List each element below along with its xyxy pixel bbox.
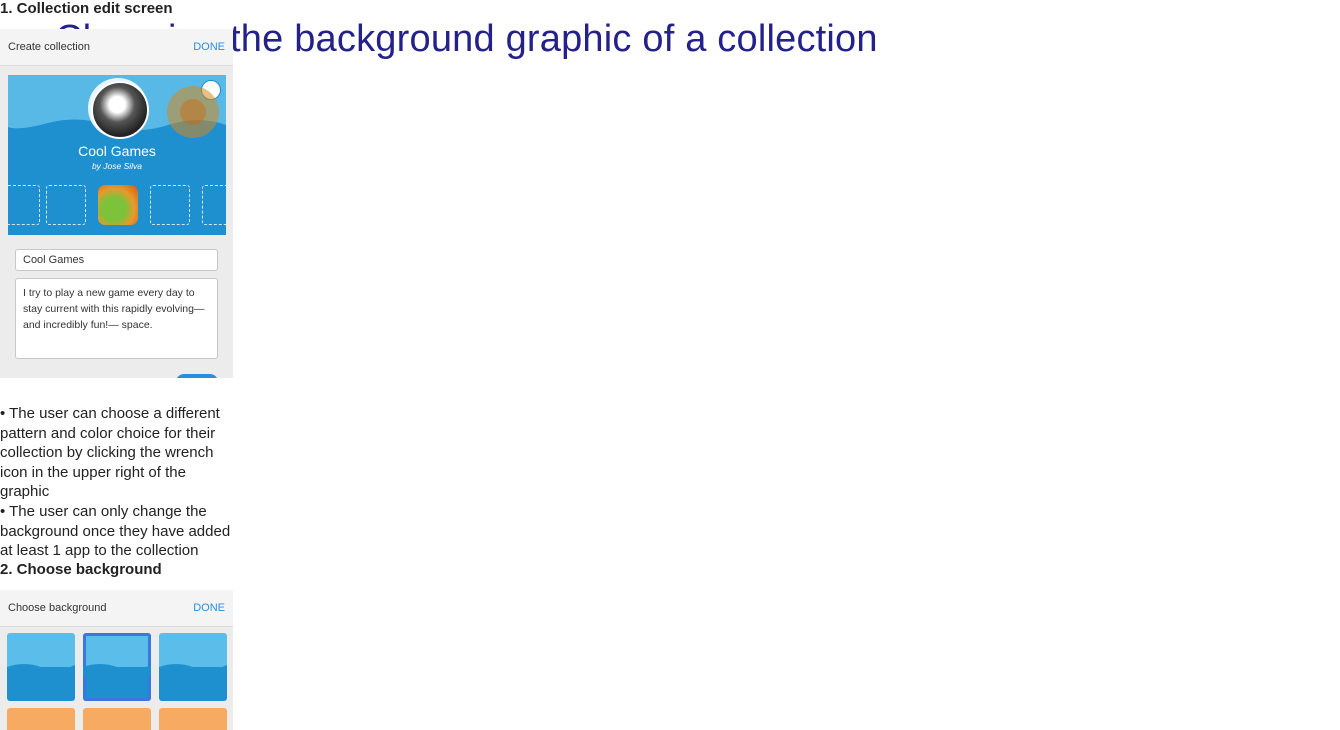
- app-slot: [8, 185, 40, 225]
- tile-wave: [83, 663, 151, 675]
- tap-indicator: [167, 86, 219, 138]
- app-icon: [98, 185, 138, 225]
- description-field[interactable]: I try to play a new game every day to st…: [15, 278, 218, 359]
- background-tile[interactable]: [83, 707, 151, 730]
- step-heading: 1. Collection edit screen: [0, 0, 173, 17]
- app-slot: [150, 185, 190, 225]
- step-column: 1. Collection edit screen Create collecti…: [0, 0, 233, 561]
- step-heading: 2. Choose background: [0, 560, 162, 578]
- background-tile[interactable]: [7, 707, 75, 730]
- bullet-item: • The user can choose a different patter…: [0, 405, 220, 501]
- toggle: [176, 374, 218, 378]
- tile-wave: [159, 663, 227, 675]
- tile-wave: [159, 708, 227, 730]
- bar-title: Choose background: [8, 601, 107, 614]
- app-slot: [202, 185, 226, 225]
- collection-name: Cool Games: [78, 143, 156, 159]
- done-button[interactable]: DONE: [193, 41, 225, 53]
- phone-screen: Choose background DONE: [0, 589, 233, 730]
- background-tile[interactable]: [159, 632, 227, 701]
- tile-wave: [83, 708, 151, 730]
- byline: by Jose Silva: [91, 161, 143, 171]
- bar-title: Create collection: [8, 41, 90, 53]
- background-tile[interactable]: [159, 707, 227, 730]
- top-bar: Choose background DONE: [0, 589, 233, 627]
- name-field[interactable]: Cool Games: [15, 249, 218, 271]
- app-slot: [46, 185, 86, 225]
- collection-card: Cool Games by Jose Silva: [8, 75, 226, 235]
- background-tile[interactable]: [83, 632, 151, 701]
- top-bar: Create collection DONE: [0, 29, 233, 66]
- background-tile[interactable]: [7, 632, 75, 701]
- bullet-item: • The user can only change the backgroun…: [0, 502, 231, 560]
- phone-screen: Create collection DONE Cool Games by Jose S…: [0, 29, 233, 378]
- avatar: [91, 81, 149, 139]
- tile-wave: [7, 663, 75, 675]
- step-column: 2. Choose background Choose background DON…: [0, 561, 1340, 730]
- tile-wave: [7, 708, 75, 730]
- bullet-list: • The user can choose a different patter…: [0, 404, 232, 561]
- done-button[interactable]: DONE: [193, 601, 225, 614]
